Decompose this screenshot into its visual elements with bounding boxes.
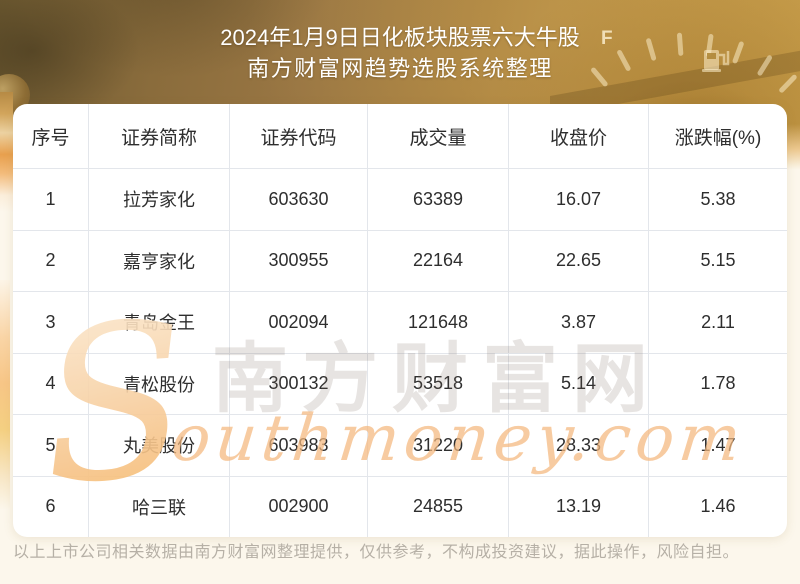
table-row: 6 哈三联 002900 24855 13.19 1.46 <box>13 475 787 537</box>
table-cell: 丸美股份 <box>88 415 229 476</box>
table-cell: 3.87 <box>508 292 648 353</box>
table-cell: 1.78 <box>648 353 787 414</box>
table-cell: 哈三联 <box>88 476 229 537</box>
left-edge-swoosh-decoration <box>0 92 13 212</box>
col-header-change: 涨跌幅(%) <box>648 104 787 168</box>
table-cell: 2 <box>45 250 56 271</box>
table-cell: 3 <box>45 311 56 332</box>
table-cell: 16.07 <box>508 169 648 230</box>
fuel-gauge-full-label: F <box>601 28 613 49</box>
table-cell: 300955 <box>229 230 367 291</box>
table-cell: 5.15 <box>648 230 787 291</box>
table-cell: 28.33 <box>508 415 648 476</box>
table-cell: 青岛金王 <box>88 292 229 353</box>
table-cell: 22.65 <box>508 230 648 291</box>
page-title: 2024年1月9日日化板块股票六大牛股 <box>220 25 580 50</box>
table-row: 3 青岛金王 002094 121648 3.87 2.11 <box>13 291 787 353</box>
col-header-index: 序号 <box>31 127 70 149</box>
table-cell: 1 <box>45 188 56 209</box>
table-cell: 63389 <box>367 169 508 230</box>
table-cell: 5.38 <box>648 169 787 230</box>
table-cell: 121648 <box>367 292 508 353</box>
fuel-pump-icon <box>702 50 730 72</box>
title-block: 2024年1月9日日化板块股票六大牛股 南方财富网趋势选股系统整理 <box>0 22 800 84</box>
table-cell: 6 <box>45 496 56 517</box>
table-cell: 1.47 <box>648 415 787 476</box>
disclaimer-text: 以上上市公司相关数据由南方财富网整理提供，仅供参考，不构成投资建议，据此操作，风… <box>13 544 740 561</box>
table-cell: 24855 <box>367 476 508 537</box>
table-cell: 青松股份 <box>88 353 229 414</box>
table-cell: 002900 <box>229 476 367 537</box>
table-cell: 4 <box>45 373 56 394</box>
table-cell: 002094 <box>229 292 367 353</box>
table-header-row: 序号 证券简称 证券代码 成交量 收盘价 涨跌幅(%) <box>13 104 787 168</box>
table-cell: 22164 <box>367 230 508 291</box>
table-cell: 31220 <box>367 415 508 476</box>
stock-table-card: 序号 证券简称 证券代码 成交量 收盘价 涨跌幅(%) 1 拉芳家化 60363… <box>13 104 787 537</box>
table-cell: 嘉亨家化 <box>88 230 229 291</box>
table-cell: 拉芳家化 <box>88 169 229 230</box>
table-cell: 603630 <box>229 169 367 230</box>
col-header-code: 证券代码 <box>229 104 367 168</box>
table-cell: 5 <box>45 434 56 455</box>
col-header-close: 收盘价 <box>508 104 648 168</box>
col-header-volume: 成交量 <box>367 104 508 168</box>
col-header-name: 证券简称 <box>88 104 229 168</box>
table-row: 2 嘉亨家化 300955 22164 22.65 5.15 <box>13 229 787 291</box>
table-row: 5 丸美股份 603983 31220 28.33 1.47 <box>13 414 787 476</box>
table-cell: 603983 <box>229 415 367 476</box>
table-cell: 2.11 <box>648 292 787 353</box>
table-cell: 53518 <box>367 353 508 414</box>
left-edge-ribbon-decoration <box>0 280 10 510</box>
page-subtitle: 南方财富网趋势选股系统整理 <box>247 56 553 81</box>
table-cell: 300132 <box>229 353 367 414</box>
table-cell: 1.46 <box>648 476 787 537</box>
table-row: 1 拉芳家化 603630 63389 16.07 5.38 <box>13 168 787 230</box>
table-cell: 5.14 <box>508 353 648 414</box>
table-row: 4 青松股份 300132 53518 5.14 1.78 <box>13 352 787 414</box>
table-cell: 13.19 <box>508 476 648 537</box>
